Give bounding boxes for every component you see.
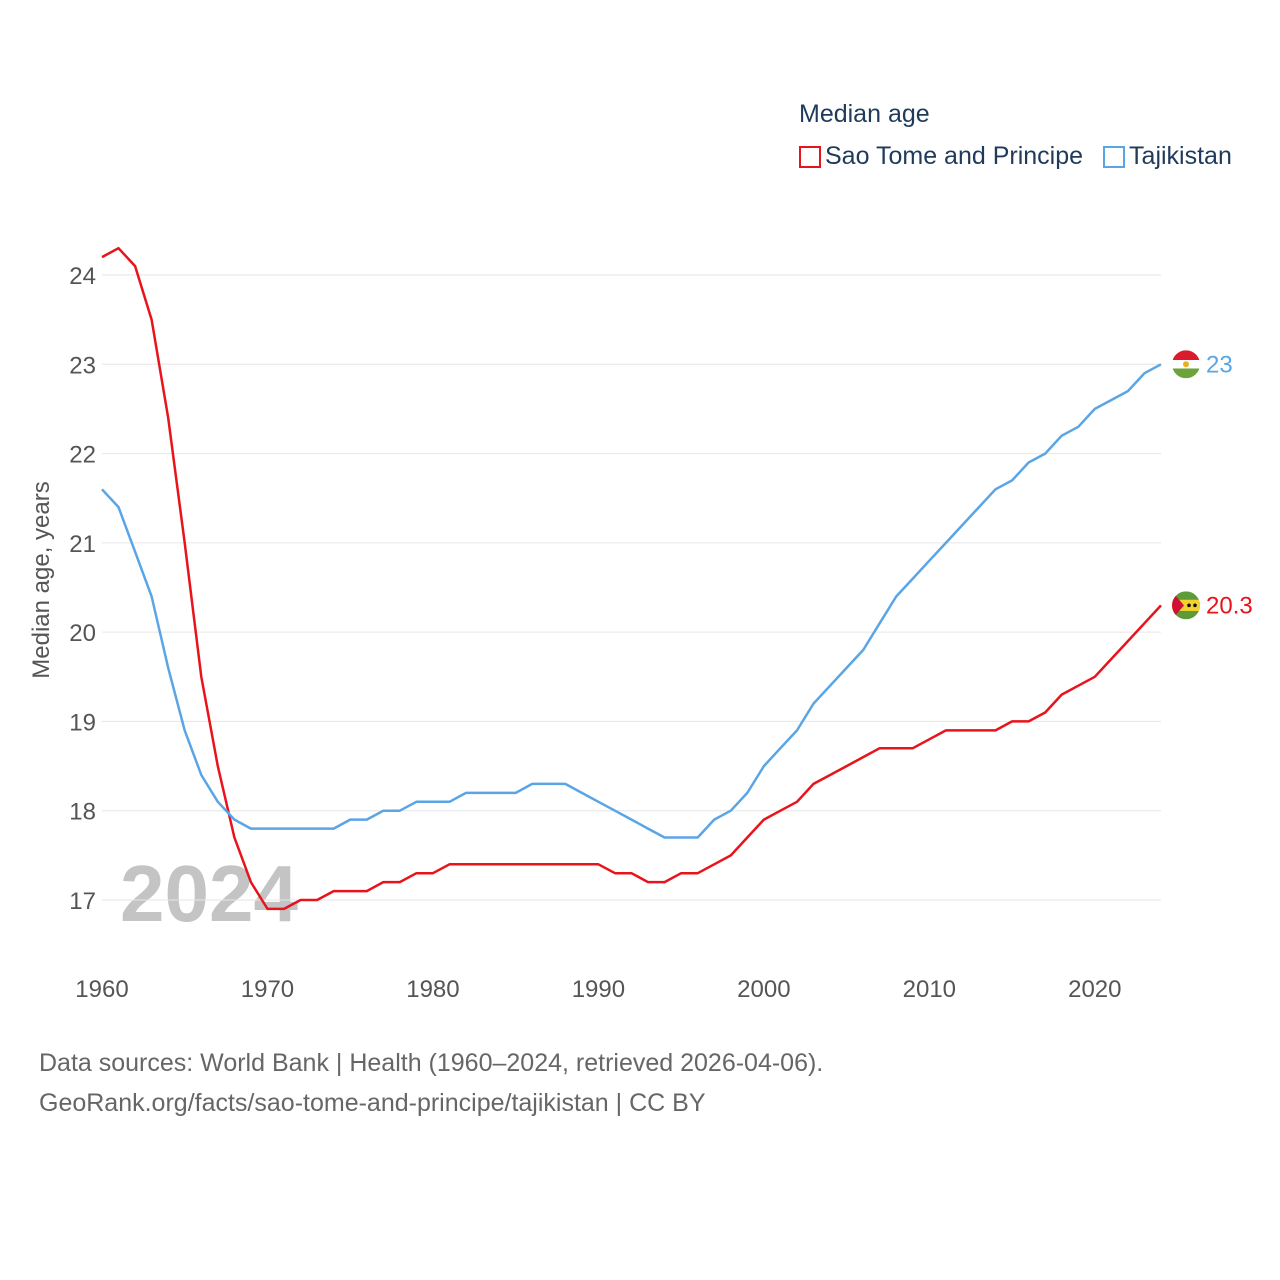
y-tick-label-20: 20 bbox=[69, 620, 96, 647]
series-line-tajikistan bbox=[101, 363, 1162, 839]
y-axis-label: Median age, years bbox=[28, 481, 55, 679]
legend-title: Median age bbox=[799, 100, 930, 128]
legend-item-sao-tome[interactable]: Sao Tome and Principe bbox=[799, 142, 1083, 171]
legend-label-sao-tome: Sao Tome and Principe bbox=[825, 142, 1084, 170]
x-tick-label-1970: 1970 bbox=[241, 976, 294, 1003]
flag-marker-tajikistan bbox=[1172, 350, 1200, 379]
legend-swatch-sao-tome bbox=[799, 145, 821, 168]
end-label-sao-tome: 20.3 bbox=[1206, 592, 1253, 619]
legend-item-tajikistan[interactable]: Tajikistan bbox=[1103, 142, 1232, 171]
source-note: Data sources: World Bank | Health (1960–… bbox=[39, 1043, 823, 1123]
source-line-2[interactable]: GeoRank.org/facts/sao-tome-and-principe/… bbox=[39, 1089, 706, 1117]
legend-swatch-tajikistan bbox=[1103, 145, 1126, 168]
x-tick-label-1960: 1960 bbox=[75, 976, 128, 1003]
year-watermark: 2024 bbox=[120, 849, 298, 938]
x-tick-label-2010: 2010 bbox=[903, 976, 956, 1003]
legend-label-tajikistan: Tajikistan bbox=[1129, 142, 1232, 170]
legend: Sao Tome and Principe Tajikistan bbox=[799, 142, 1232, 171]
source-line-1: Data sources: World Bank | Health (1960–… bbox=[39, 1049, 824, 1077]
x-tick-label-2020: 2020 bbox=[1068, 976, 1121, 1003]
series-line-sao-tome bbox=[101, 246, 1162, 911]
y-tick-label-17: 17 bbox=[69, 888, 96, 915]
y-tick-label-19: 19 bbox=[69, 709, 96, 736]
y-tick-label-24: 24 bbox=[69, 263, 96, 290]
flag-marker-sao-tome bbox=[1172, 591, 1200, 620]
x-tick-label-1980: 1980 bbox=[406, 976, 459, 1003]
y-tick-label-22: 22 bbox=[69, 442, 96, 469]
y-tick-label-23: 23 bbox=[69, 352, 96, 379]
end-label-tajikistan: 23 bbox=[1206, 351, 1233, 378]
y-tick-label-18: 18 bbox=[69, 799, 96, 826]
y-tick-label-21: 21 bbox=[69, 531, 96, 558]
x-tick-label-2000: 2000 bbox=[737, 976, 790, 1003]
x-tick-label-1990: 1990 bbox=[572, 976, 625, 1003]
